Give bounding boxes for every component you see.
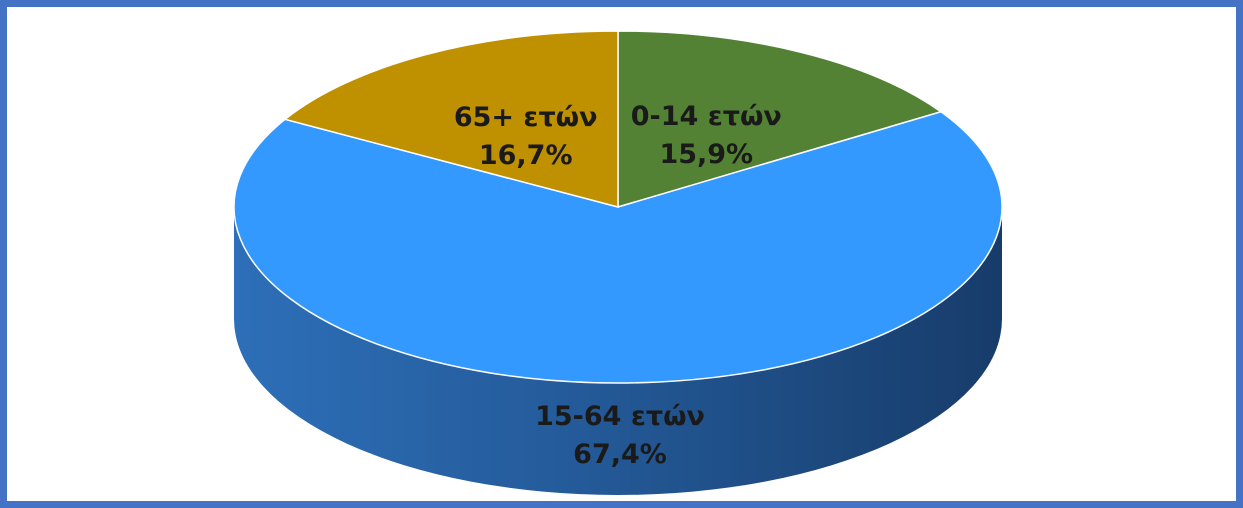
pie-side-walls bbox=[234, 207, 1002, 495]
pie-slice-65 bbox=[283, 30, 619, 208]
slice-label-65: 65+ ετών 16,7% bbox=[454, 102, 598, 171]
slice-label-0-14: 0-14 ετών 15,9% bbox=[631, 101, 782, 170]
slice-value-label: 16,7% bbox=[479, 140, 573, 171]
pie-side-wall bbox=[234, 207, 1002, 495]
pie-slice-15-64 bbox=[233, 110, 1003, 384]
pie-slice-0-14 bbox=[617, 30, 943, 209]
slice-category-label: 15-64 ετών bbox=[535, 401, 705, 432]
pie-slices bbox=[233, 30, 1003, 384]
pie-labels: 0-14 ετών 15,9% 15-64 ετών 67,4% 65+ ετών 16,… bbox=[454, 101, 782, 470]
slice-label-15-64: 15-64 ετών 67,4% bbox=[535, 401, 705, 470]
slice-category-label: 0-14 ετών bbox=[631, 101, 782, 132]
slice-value-label: 67,4% bbox=[573, 439, 667, 470]
slice-category-label: 65+ ετών bbox=[454, 102, 598, 133]
slice-value-label: 15,9% bbox=[659, 139, 753, 170]
